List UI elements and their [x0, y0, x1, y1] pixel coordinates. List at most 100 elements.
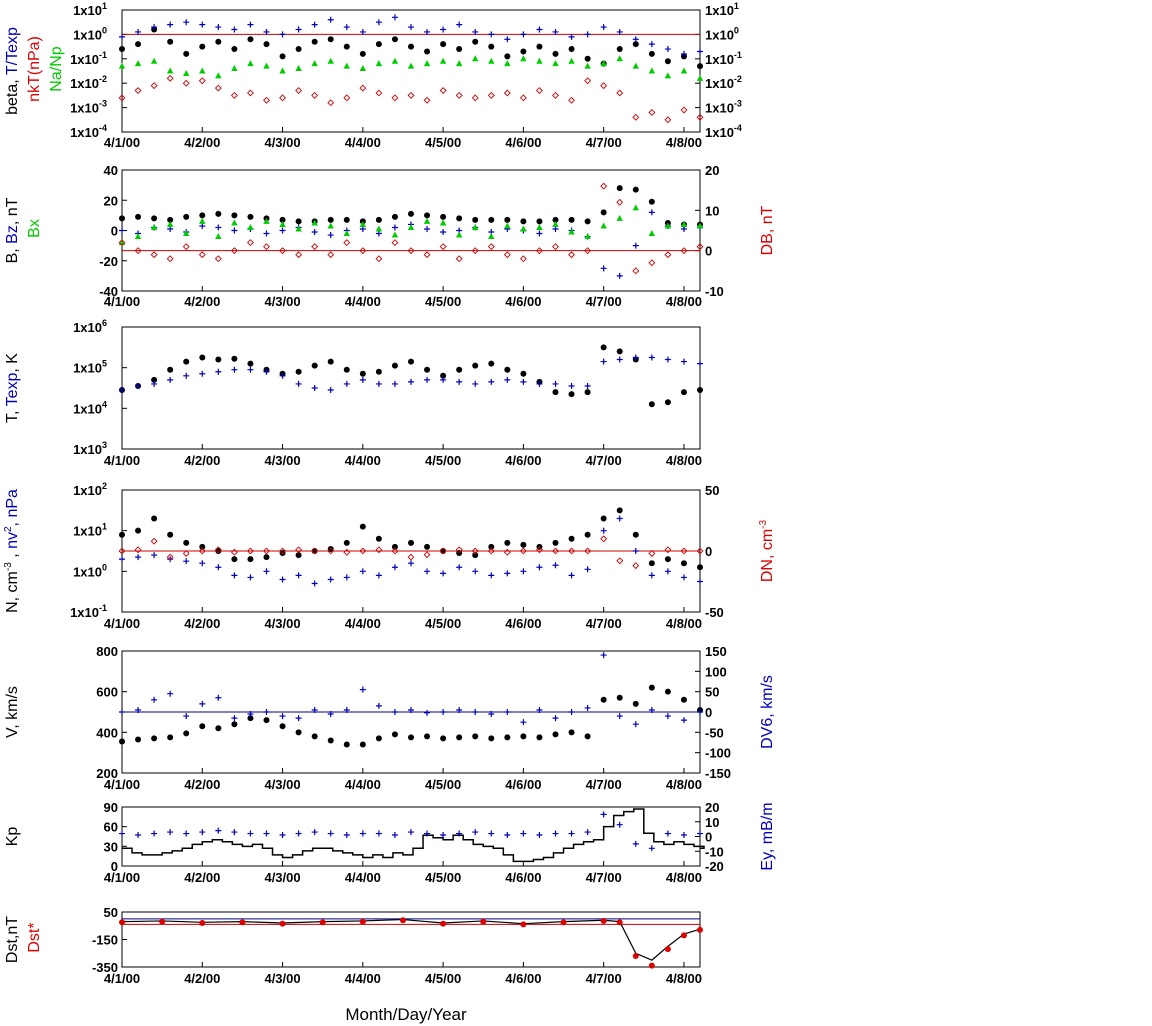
panel-t-series-0-point-28	[568, 391, 575, 398]
panel-b-series-3-point-29	[584, 247, 592, 255]
panel-beta-series-2-point-10	[279, 67, 286, 74]
panel-n-y-tick-label-0: 1x10-1	[70, 603, 107, 620]
panel-b-ylabel-left2-part-0: Bx	[26, 219, 43, 238]
panel-n-series-2-point-33	[648, 550, 656, 557]
panel-kp-y-tick-label-3: 90	[104, 800, 118, 815]
panel-beta-series-1-point-7	[231, 26, 238, 33]
panel-v-series-1-point-9	[263, 709, 270, 715]
panel-v-x-tick-label-6: 4/7/00	[586, 777, 622, 792]
panel-b-x-tick-label-7: 4/8/00	[666, 294, 702, 309]
panel-t-series-1-point-28	[568, 382, 575, 389]
panel-b-series-1-point-9	[263, 230, 270, 237]
panel-t-series-0-point-7	[231, 355, 238, 362]
panel-beta-series-3-point-28	[568, 96, 575, 104]
panel-n-series-1-point-5	[199, 560, 206, 567]
panel-b-series-1-point-5	[199, 222, 206, 229]
panel-n-x-tick-label-6: 4/7/00	[586, 616, 622, 631]
panel-kp-series-1-point-31	[616, 821, 623, 828]
panel-beta-series-1-point-32	[632, 36, 639, 43]
panel-beta-series-2-point-2	[150, 57, 158, 64]
panel-beta-y-tick-label-0-exponent: -4	[99, 123, 107, 133]
panel-v-series-0-point-2	[151, 735, 158, 742]
panel-kp-series-1-point-34	[664, 830, 671, 837]
panel-n-y-tick-label-1-exponent: 0	[102, 562, 107, 572]
panel-kp-series-1-point-33	[648, 845, 655, 852]
panel-t-series-0-point-18	[408, 358, 414, 365]
panel-v-right-tick-label-1-base: -100	[705, 746, 731, 761]
panel-t-series-0-point-24	[504, 366, 511, 373]
panel-b-series-2-point-31	[616, 214, 623, 221]
panel-n-ylabel-left: N, cm-3 , nv2, nPa	[3, 489, 21, 613]
panel-kp-series-1-point-2	[151, 830, 158, 837]
panel-dst-ylabel-left: Dst,nT	[4, 916, 21, 963]
panel-n-x-tick-label-2: 4/3/00	[264, 616, 300, 631]
panel-beta-series-2-point-36	[696, 74, 704, 81]
panel-n-series-0-point-19	[424, 543, 431, 550]
panel-kp-right-tick-label-3-base: 10	[705, 815, 719, 830]
panel-t-series-0	[119, 344, 703, 408]
panel-n-right-tick-label-0: -50	[705, 605, 724, 620]
panel-v-series-0-point-4	[183, 730, 190, 737]
panel-beta-series-0-point-34	[664, 58, 671, 65]
panel-v-x-tick-label-7: 4/8/00	[666, 777, 702, 792]
panel-n-series-2-point-32	[632, 562, 640, 570]
panel-beta-series-1-point-21	[456, 21, 463, 28]
panel-t-series-0-point-25	[520, 370, 527, 377]
panel-n-series-2-point-29	[584, 547, 592, 555]
panel-beta-series-1-point-12	[311, 21, 318, 28]
panel-t-series-1-point-4	[183, 372, 190, 379]
panel-beta-series-0-point-9	[263, 41, 270, 48]
panel-v-series-1-point-14	[343, 706, 350, 713]
panel-n-series-1-point-26	[536, 564, 543, 571]
panel-v-series-0-point-33	[648, 684, 655, 691]
panel-n-series-2-point-10	[279, 547, 286, 555]
panel-beta-x-tick-label-6: 4/7/00	[586, 135, 622, 150]
panel-n-series-0-point-13	[327, 545, 334, 552]
panel-beta-series-0-point-17	[391, 36, 398, 43]
panel-kp-series-1-point-19	[424, 830, 431, 837]
panel-beta-series-0-point-1	[135, 41, 142, 48]
panel-dst-x-tick-label-3: 4/4/00	[345, 971, 381, 986]
panel-t-series-1-point-5	[199, 370, 206, 377]
panel-n-series-2-point-13	[327, 547, 335, 555]
panel-kp-right-tick-label-0-base: -20	[705, 859, 724, 874]
panel-beta-series-0-point-25	[520, 48, 527, 55]
panel-n-x-tick-label-3: 4/4/00	[345, 616, 381, 631]
panel-v-series-1-point-24	[504, 709, 511, 715]
panel-t-series-0-point-15	[359, 370, 366, 377]
panel-beta-series-0	[119, 26, 703, 70]
panel-b-series-1-point-32	[632, 242, 639, 249]
panel-beta-series-3-point-36	[696, 113, 704, 121]
panel-t-x-tick-label-1: 4/2/00	[184, 453, 220, 468]
panel-n-series-2-point-35	[680, 547, 688, 555]
panel-beta-series-3-point-19	[423, 96, 431, 104]
panel-n-series-2-point-0	[118, 547, 126, 555]
panel-v-right-tick-label-3: 0	[705, 705, 712, 720]
panel-n-series-1-point-7	[231, 572, 238, 579]
panel-n-series-2-point-15	[359, 547, 367, 555]
panel-v-series-0-point-30	[600, 696, 607, 703]
panel-dst-series-1-point-9	[480, 918, 487, 925]
panel-t-series-1-point-15	[359, 376, 366, 383]
panel-b-ylabel-right: DB, nT	[759, 205, 776, 255]
panel-beta-series-0-point-7	[231, 46, 238, 53]
panel-n-series-0-point-0	[119, 531, 125, 538]
panel-dst-series-1-point-7	[399, 917, 406, 924]
panel-b-series-3-point-19	[423, 251, 431, 259]
panel-b-x-tick-label-5: 4/6/00	[505, 294, 541, 309]
panel-b-series-1-point-26	[536, 230, 543, 237]
panel-beta-series-2-point-27	[552, 60, 559, 67]
panel-v-series-0-point-14	[343, 741, 350, 748]
panel-dst-y-tick-label-2: 50	[104, 905, 118, 920]
panel-n-series-0-point-34	[664, 556, 671, 563]
panel-t-series-0-point-11	[295, 368, 302, 375]
panel-b-series-1-point-10	[279, 227, 286, 234]
panel-beta-series-2-point-3	[166, 67, 174, 74]
panel-beta-series-1-point-34	[664, 46, 671, 53]
panel-kp-series-1-point-13	[327, 830, 334, 837]
panel-n-ylabel-left-part-3: nv	[4, 532, 21, 549]
panel-b-right-tick-label-0-base: -10	[705, 284, 724, 299]
panel-b-series-0-point-7	[231, 212, 238, 219]
panel-n-series-2-point-25	[519, 547, 527, 555]
panel-beta-series-3-point-15	[359, 84, 367, 92]
